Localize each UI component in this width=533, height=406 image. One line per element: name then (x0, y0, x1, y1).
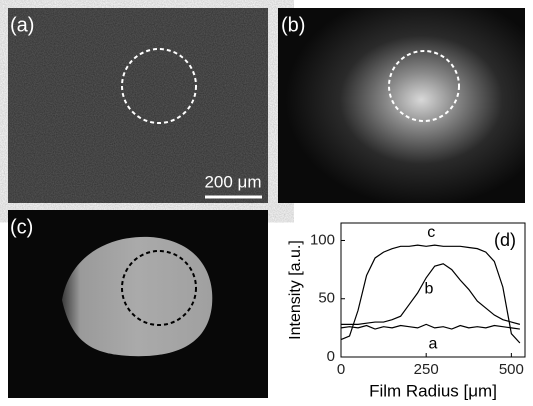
panel-label: (d) (494, 230, 516, 250)
y-axis-label: Intensity [a.u.] (287, 240, 304, 340)
x-tick-label: 0 (337, 361, 345, 378)
series-label: c (427, 224, 435, 241)
x-axis-label: Film Radius [μm] (369, 381, 497, 400)
y-tick-label: 0 (327, 348, 335, 365)
x-tick-label: 500 (499, 361, 524, 378)
data-line (341, 324, 520, 329)
panel-label: (b) (281, 14, 305, 36)
panel-label: (a) (10, 14, 34, 36)
y-tick-label: 100 (310, 231, 335, 248)
series-label: a (429, 335, 438, 352)
series-label: b (424, 281, 433, 298)
figure: 200 μm (a) (b) (c) (d) Film Radius [μm] … (0, 0, 533, 406)
panel-label: (c) (10, 216, 33, 238)
page: {"panels":{"a":{"label":"(a)","scale_bar… (0, 0, 533, 406)
scale-bar-label: 200 μm (204, 172, 261, 191)
x-tick-label: 250 (414, 361, 439, 378)
y-tick-label: 50 (318, 290, 335, 307)
panel-b-image (278, 8, 525, 203)
